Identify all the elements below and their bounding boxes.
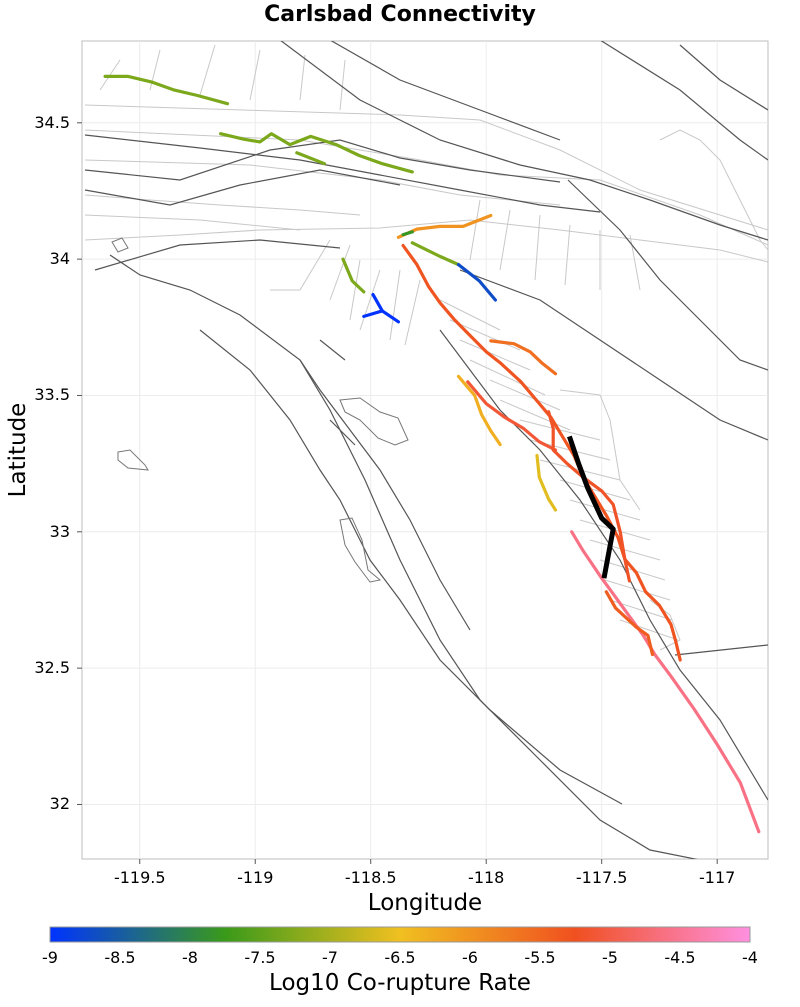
x-tick-label: -118.5 [344, 868, 397, 887]
source-fault-trace [567, 435, 616, 579]
colorbar [49, 926, 751, 943]
rupture-trace [219, 132, 414, 174]
rupture-trace [371, 293, 384, 313]
colorbar-tick-label: -6 [462, 948, 478, 967]
colorbar-tick-label: -9 [42, 948, 58, 967]
x-tick-label: -119.5 [113, 868, 166, 887]
source-fault [567, 435, 616, 579]
colorbar-tick-label: -8 [182, 948, 198, 967]
y-tick-label: 33 [49, 521, 70, 541]
colorbar-label: Log10 Co-rupture Rate [269, 970, 531, 996]
x-tick-label: -119 [237, 868, 274, 887]
colorbar-tick-label: -7.5 [244, 948, 276, 967]
rupture-trace [456, 263, 497, 302]
rupture-trace [401, 243, 682, 662]
y-tick-label: 32.5 [34, 658, 70, 678]
x-tick-marks [139, 859, 718, 864]
y-tick-label: 33.5 [34, 385, 70, 405]
y-tick-label: 32 [49, 794, 70, 814]
y-tick-marks [77, 122, 82, 805]
colorbar-tick-label: -5.5 [524, 948, 556, 967]
x-tick-label: -117 [699, 868, 736, 887]
rupture-trace [456, 374, 502, 447]
x-axis-label: Longitude [367, 890, 483, 916]
rupture-trace [535, 453, 558, 512]
rupture-traces [103, 74, 761, 834]
colorbar-tick-label: -8.5 [104, 948, 136, 967]
y-tick-label: 34 [49, 249, 70, 269]
rupture-trace [341, 257, 366, 294]
x-tick-label: -118 [468, 868, 505, 887]
coastline-islands [111, 237, 409, 583]
major-faults [84, 41, 768, 859]
gridlines [82, 41, 768, 859]
colorbar-tick-label: -4.5 [664, 948, 696, 967]
rupture-trace [604, 590, 655, 657]
rupture-trace [295, 151, 327, 166]
colorbar-tick-label: -4 [742, 948, 758, 967]
rupture-trace [401, 230, 414, 237]
plot-area [81, 40, 769, 860]
colorbar-tick-label: -6.5 [384, 948, 416, 967]
rupture-trace [489, 339, 558, 376]
rupture-trace [466, 380, 558, 452]
map-title: Carlsbad Connectivity [264, 2, 536, 27]
colorbar-tick-label: -5 [602, 948, 618, 967]
rupture-trace [547, 410, 631, 583]
rupture-trace [410, 241, 461, 267]
rupture-trace [103, 74, 230, 106]
colorbar-tick-label: -7 [322, 948, 338, 967]
y-tick-label: 34.5 [34, 112, 70, 132]
x-tick-label: -117.5 [575, 868, 628, 887]
